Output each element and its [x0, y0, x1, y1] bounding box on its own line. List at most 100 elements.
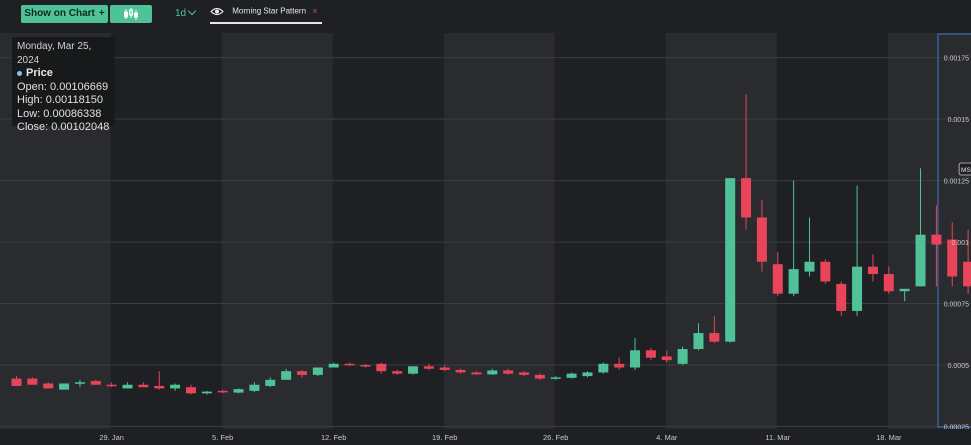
candle-body — [439, 367, 450, 370]
x-tick-label: 29. Jan — [99, 433, 124, 442]
candle-body — [74, 382, 85, 384]
candle-body — [423, 366, 434, 369]
candle-body — [630, 350, 641, 368]
pattern-label-box — [958, 162, 971, 176]
candlestick-icon — [124, 8, 138, 20]
candle-body — [677, 349, 688, 364]
candle-body — [741, 178, 752, 218]
candlestick-button[interactable] — [110, 5, 152, 23]
x-tick-label: 5. Feb — [212, 433, 233, 442]
candle-body — [281, 371, 292, 380]
candle-body — [788, 269, 799, 294]
candle-body — [534, 374, 545, 379]
candle-body — [598, 363, 609, 373]
pattern-highlight — [937, 33, 971, 428]
candle-body — [233, 389, 244, 393]
interval-dropdown[interactable]: 1d — [175, 6, 197, 19]
price-tooltip: Monday, Mar 25, 2024 Price Open: 0.00106… — [12, 37, 115, 133]
series-dot-icon — [17, 70, 22, 76]
x-tick-label: 11. Mar — [765, 433, 790, 442]
x-tick-label: 26. Feb — [543, 433, 568, 442]
candle-body — [344, 363, 355, 366]
eye-icon[interactable] — [210, 7, 224, 16]
candle-body — [645, 350, 656, 358]
candle-body — [376, 363, 387, 372]
tooltip-open: Open: 0.00106669 — [17, 80, 109, 93]
candle-body — [519, 372, 530, 375]
candle-body — [27, 378, 38, 385]
candle-body — [661, 356, 672, 361]
candle-body — [693, 333, 704, 350]
candle-body — [947, 239, 958, 277]
indicator-tab[interactable]: Morning Star Pattern × — [210, 6, 322, 24]
y-tick-label: 0.00125 — [944, 179, 969, 186]
candle-body — [59, 383, 70, 390]
candle-body — [709, 333, 720, 342]
indicator-label: Morning Star Pattern — [232, 6, 307, 16]
candle-body — [360, 365, 371, 367]
candle-body — [867, 266, 878, 275]
candle-body — [804, 261, 815, 272]
chevron-down-icon — [187, 6, 197, 16]
candle-body — [931, 234, 942, 245]
candle-body — [170, 384, 181, 389]
show-on-chart-button[interactable]: Show on Chart + — [21, 5, 108, 23]
interval-value: 1d — [175, 8, 187, 19]
week-band — [221, 33, 333, 429]
candle-body — [392, 371, 403, 374]
pattern-label: MSP — [961, 167, 971, 174]
candle-body — [201, 391, 212, 394]
candle-body — [217, 390, 228, 393]
candle-body — [852, 266, 863, 311]
tooltip-series-label: Price — [26, 67, 53, 79]
candle-body — [408, 366, 418, 374]
candle-body — [963, 261, 971, 287]
candle-body — [455, 369, 466, 373]
candle-body — [312, 367, 323, 375]
candle-body — [138, 384, 149, 388]
price-chart[interactable]: MSP 0.00175 0.0015 0.00125 0.001 0.00075 0.000… — [0, 33, 971, 445]
candle-body — [550, 377, 561, 379]
candle-body — [756, 217, 767, 262]
candle-body — [487, 370, 498, 375]
candle-body — [899, 288, 910, 292]
x-tick-label: 4. Mar — [656, 433, 678, 442]
week-band — [887, 33, 971, 429]
candle-body — [566, 373, 577, 378]
x-tick-label: 19. Feb — [432, 433, 457, 442]
candle-body — [265, 379, 276, 386]
candle-body — [43, 383, 54, 389]
candle-body — [11, 378, 22, 386]
candle-body — [836, 283, 847, 311]
candle-body — [154, 385, 165, 389]
tooltip-close: Close: 0.00102048 — [17, 121, 110, 133]
y-tick-label: 0.00175 — [944, 56, 969, 63]
candle-body — [249, 384, 260, 391]
y-tick-label: 0.00025 — [944, 425, 969, 432]
candle-body — [725, 178, 736, 342]
candle-body — [122, 384, 133, 389]
toolbar: Show on Chart + 1d Morning Star Pattern × — [0, 0, 971, 33]
x-tick-label: 12. Feb — [321, 433, 346, 442]
y-tick-label: 0.00075 — [944, 302, 969, 309]
candle-body — [614, 363, 625, 368]
candle-body — [471, 372, 482, 375]
week-band — [443, 33, 555, 429]
y-tick-label: 0.001 — [951, 240, 969, 247]
tooltip-date: Monday, Mar 25, 2024 — [17, 41, 92, 66]
candle-body — [772, 264, 783, 294]
candle-body — [883, 274, 894, 292]
candle-body — [185, 387, 196, 394]
y-tick-label: 0.0005 — [948, 363, 970, 370]
candle-body — [820, 261, 831, 282]
tooltip-high: High: 0.00118150 — [17, 94, 104, 106]
tooltip-low: Low: 0.00086338 — [17, 107, 102, 120]
candle-body — [90, 381, 101, 385]
close-icon[interactable]: × — [312, 6, 318, 16]
x-axis-band — [0, 429, 971, 445]
plus-icon: + — [98, 8, 105, 19]
candle-body — [915, 234, 926, 287]
show-on-chart-label: Show on Chart — [24, 8, 95, 19]
x-tick-label: 18. Mar — [876, 433, 902, 442]
candle-body — [582, 372, 593, 377]
